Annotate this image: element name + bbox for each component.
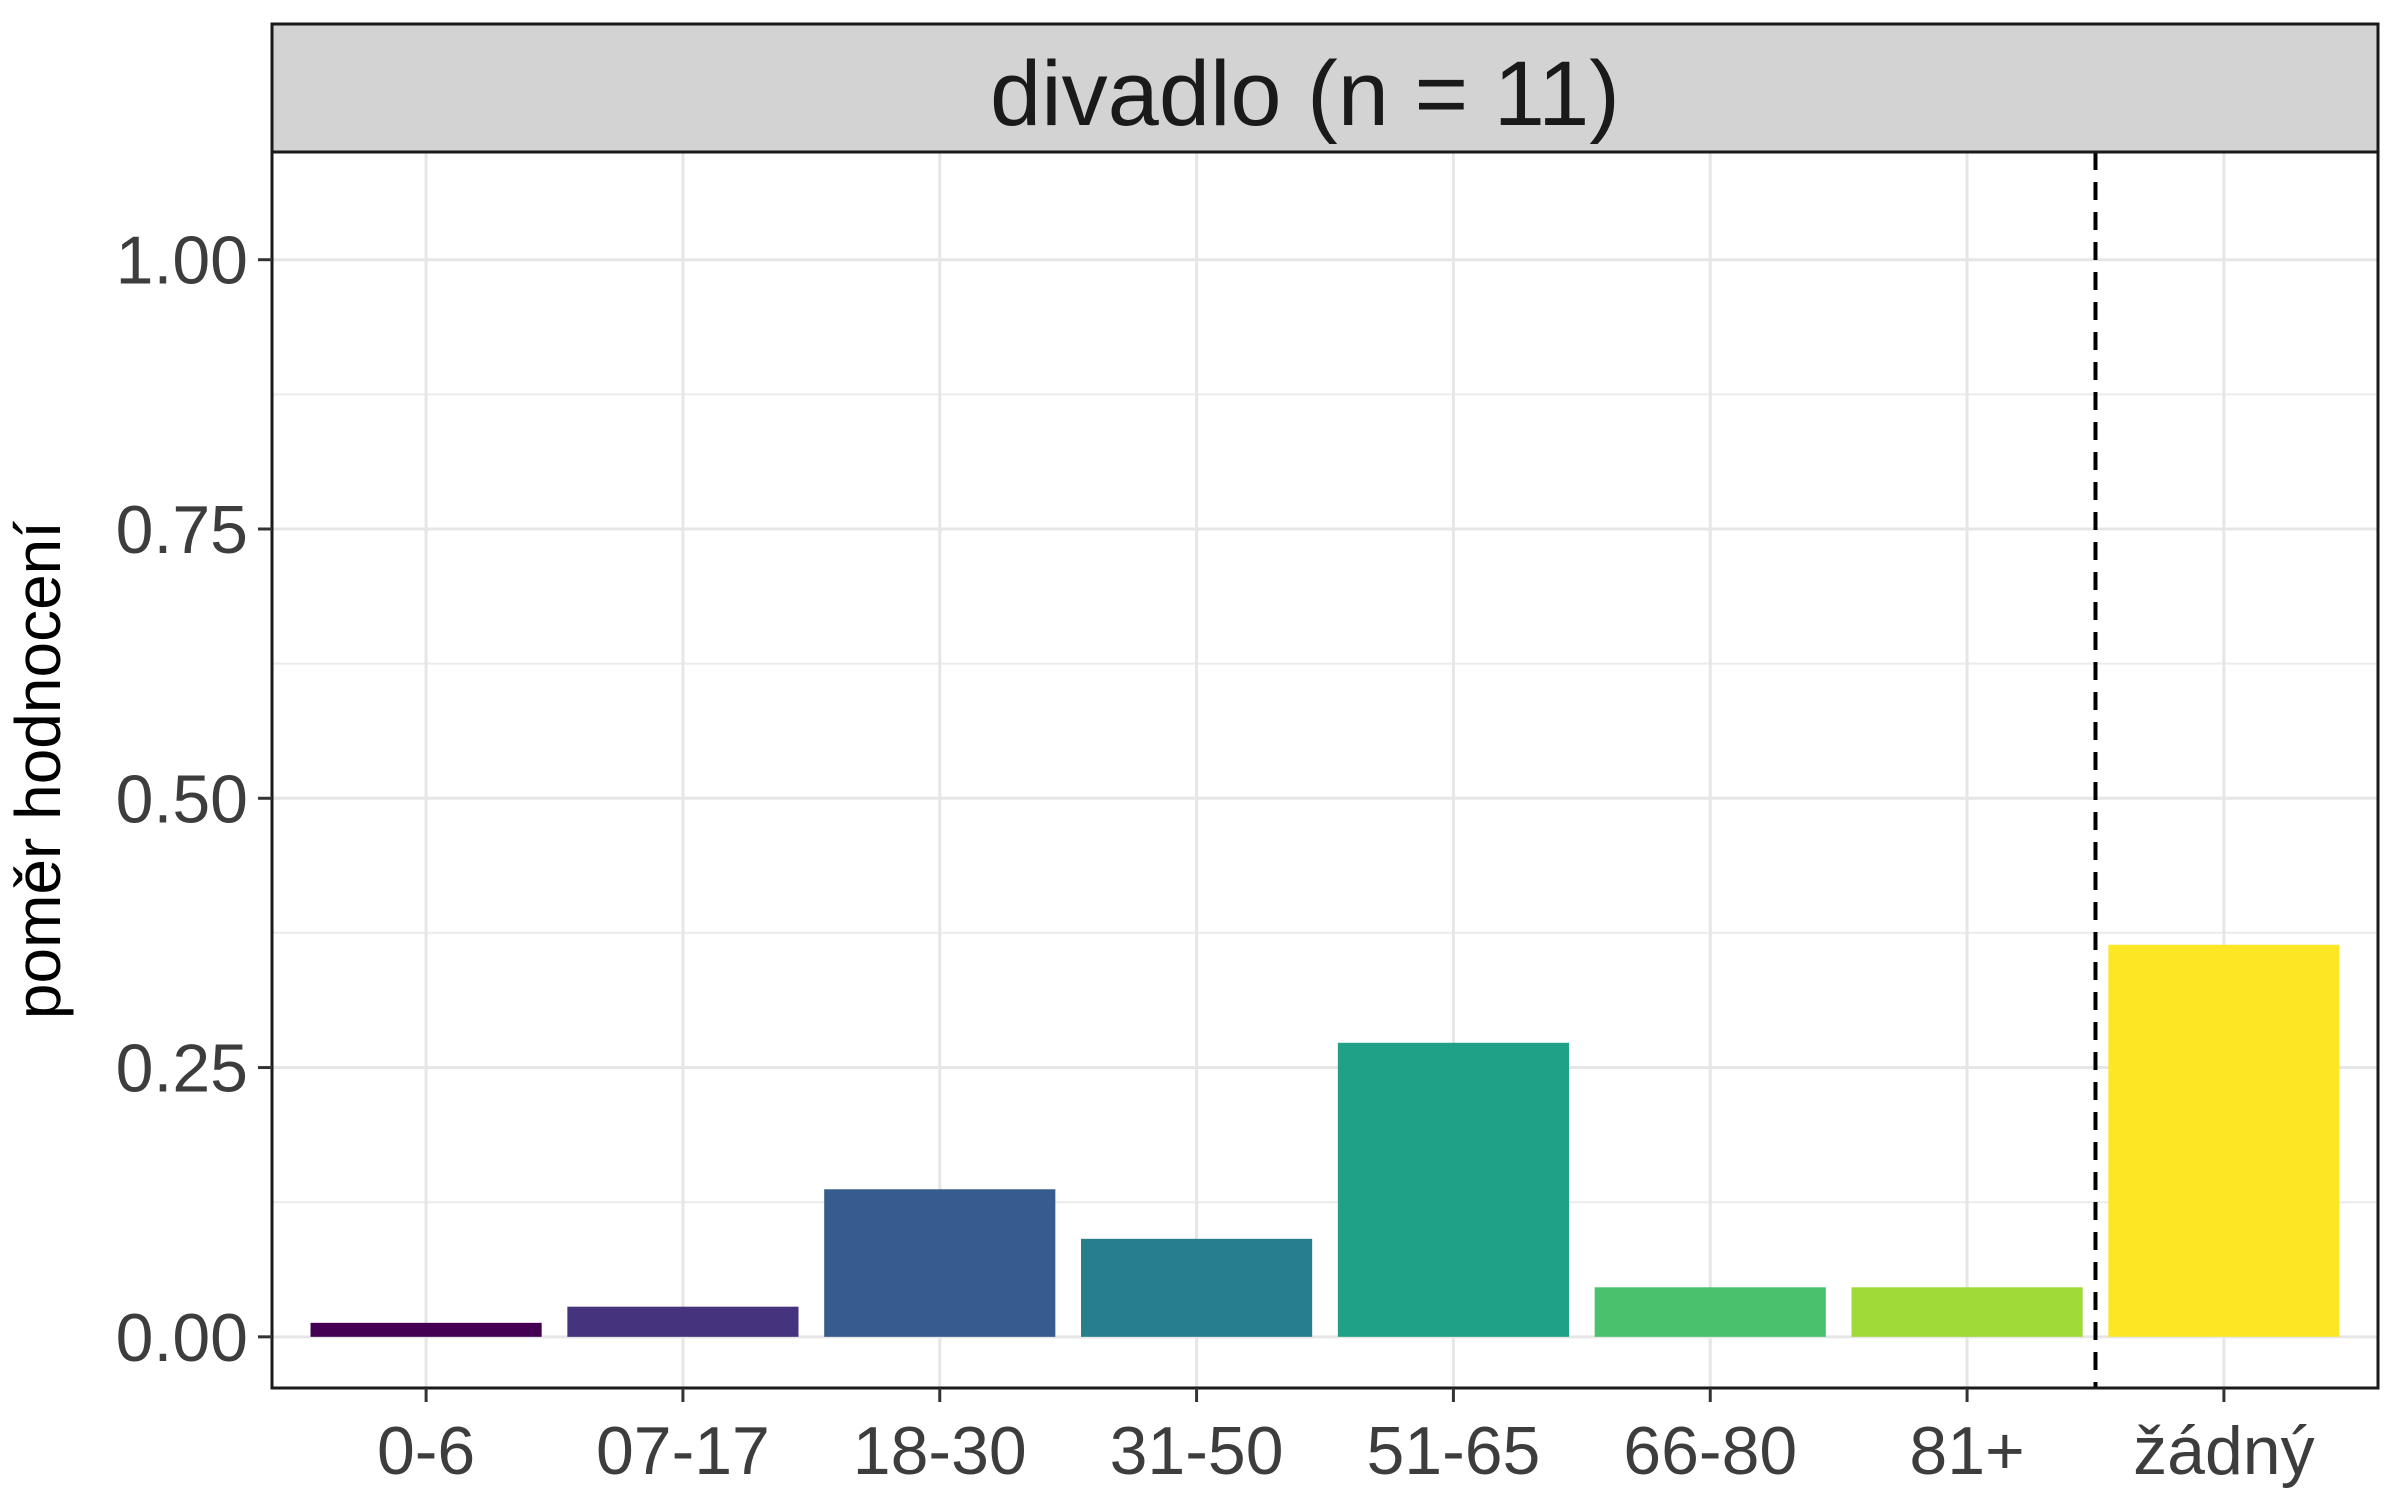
bars [310, 944, 2340, 1337]
y-tick-label: 0.00 [116, 1300, 248, 1376]
bar-51-65 [1337, 1042, 1569, 1337]
bar-81+ [1851, 1287, 2083, 1337]
x-tick-label: 0-6 [377, 1413, 475, 1489]
x-tick-label: 81+ [1909, 1413, 2024, 1489]
y-tick-label: 0.50 [116, 761, 248, 837]
bar-0-6 [310, 1322, 542, 1337]
y-tick-label: 1.00 [116, 223, 248, 299]
bar-31-50 [1081, 1238, 1313, 1337]
x-tick-label: žádný [2133, 1413, 2314, 1489]
plot-panel [272, 152, 2378, 1388]
y-tick-label: 0.25 [116, 1031, 248, 1107]
y-tick-label: 0.75 [116, 492, 248, 568]
facet-strip [270, 22, 2380, 154]
plot-border [270, 150, 2380, 1390]
x-tick-label: 51-65 [1366, 1413, 1540, 1489]
bar-07-17 [567, 1306, 799, 1337]
x-tick-label: 31-50 [1110, 1413, 1284, 1489]
y-axis-title: poměr hodnocení [2, 521, 74, 1019]
bar-žádný [2108, 944, 2340, 1337]
y-axis: 0.00 0.25 0.50 0.75 1.00 [116, 223, 272, 1376]
x-axis: 0-6 07-17 18-30 31-50 51-65 66-80 81+ žádný [377, 1388, 2315, 1489]
bar-18-30 [824, 1189, 1056, 1337]
x-tick-label: 07-17 [596, 1413, 770, 1489]
bar-66-80 [1594, 1287, 1826, 1337]
chart-title: divadlo (n = 11) [990, 43, 1620, 145]
gridlines [272, 152, 2378, 1388]
x-tick-label: 18-30 [853, 1413, 1027, 1489]
x-tick-label: 66-80 [1623, 1413, 1797, 1489]
